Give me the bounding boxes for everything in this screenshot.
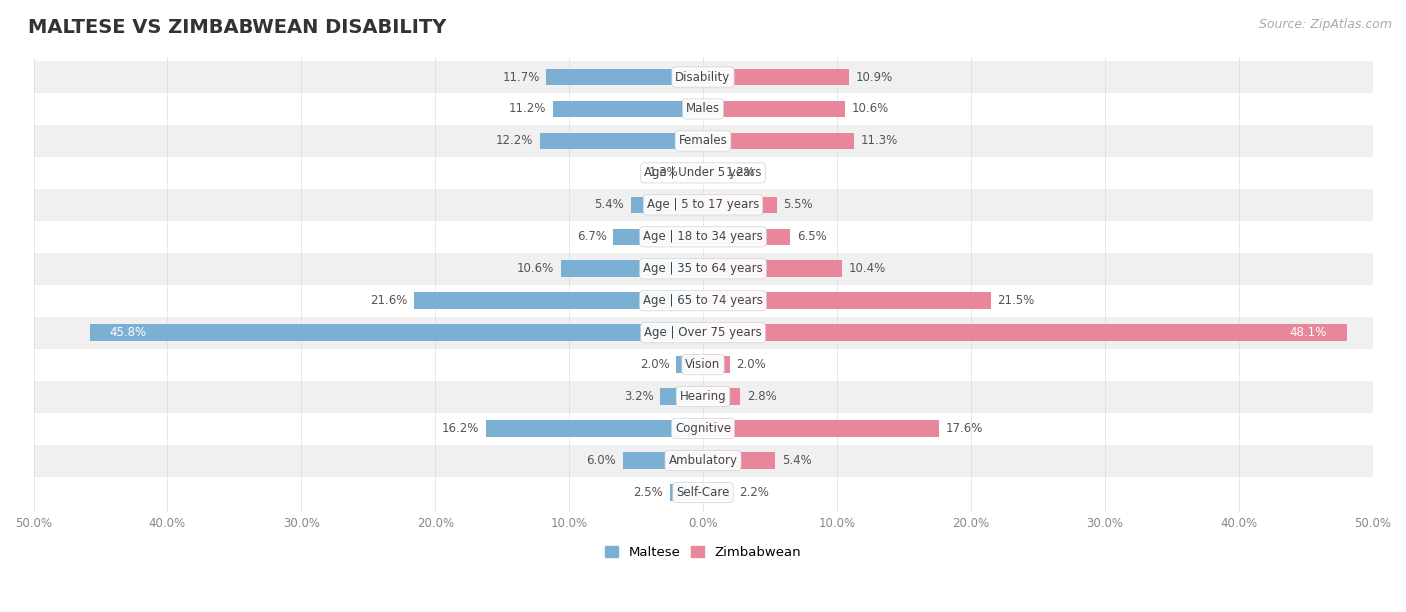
Text: Source: ZipAtlas.com: Source: ZipAtlas.com <box>1258 18 1392 31</box>
Bar <box>703 356 730 373</box>
Bar <box>561 261 703 277</box>
Bar <box>613 228 703 245</box>
Text: 12.2%: 12.2% <box>495 135 533 147</box>
Bar <box>90 324 703 341</box>
Bar <box>34 317 1372 349</box>
Bar <box>703 133 855 149</box>
Text: 21.5%: 21.5% <box>998 294 1035 307</box>
Text: 45.8%: 45.8% <box>110 326 148 339</box>
Text: 16.2%: 16.2% <box>441 422 479 435</box>
Bar <box>676 356 703 373</box>
Text: 2.2%: 2.2% <box>740 486 769 499</box>
Text: 6.0%: 6.0% <box>586 454 616 467</box>
Text: 10.6%: 10.6% <box>517 263 554 275</box>
Text: 11.3%: 11.3% <box>860 135 898 147</box>
Bar <box>413 293 703 309</box>
Bar <box>703 452 775 469</box>
Text: Age | 35 to 64 years: Age | 35 to 64 years <box>643 263 763 275</box>
Text: 6.5%: 6.5% <box>797 230 827 244</box>
Bar <box>34 412 1372 444</box>
Text: 10.9%: 10.9% <box>856 70 893 83</box>
Bar <box>661 389 703 405</box>
Text: Vision: Vision <box>685 358 721 371</box>
Bar <box>34 61 1372 93</box>
Bar <box>34 253 1372 285</box>
Text: Females: Females <box>679 135 727 147</box>
Text: Age | Over 75 years: Age | Over 75 years <box>644 326 762 339</box>
Text: 1.3%: 1.3% <box>650 166 679 179</box>
Bar <box>703 293 991 309</box>
Bar <box>34 157 1372 189</box>
Bar <box>34 285 1372 317</box>
Text: 21.6%: 21.6% <box>370 294 408 307</box>
Text: 1.2%: 1.2% <box>725 166 755 179</box>
Bar <box>34 189 1372 221</box>
Bar <box>623 452 703 469</box>
Bar <box>703 261 842 277</box>
Bar <box>34 93 1372 125</box>
Bar <box>547 69 703 85</box>
Bar <box>703 324 1347 341</box>
Bar <box>34 349 1372 381</box>
Text: 2.0%: 2.0% <box>640 358 669 371</box>
Text: Age | 5 to 17 years: Age | 5 to 17 years <box>647 198 759 211</box>
Text: 2.8%: 2.8% <box>747 390 778 403</box>
Bar <box>631 196 703 213</box>
Bar <box>669 484 703 501</box>
Text: 11.2%: 11.2% <box>509 102 547 116</box>
Text: Males: Males <box>686 102 720 116</box>
Bar <box>703 69 849 85</box>
Text: 5.4%: 5.4% <box>782 454 811 467</box>
Bar <box>703 165 718 181</box>
Text: 2.5%: 2.5% <box>633 486 662 499</box>
Text: 17.6%: 17.6% <box>945 422 983 435</box>
Text: 5.5%: 5.5% <box>783 198 813 211</box>
Text: Self-Care: Self-Care <box>676 486 730 499</box>
Text: Cognitive: Cognitive <box>675 422 731 435</box>
Bar <box>34 381 1372 412</box>
Text: 2.0%: 2.0% <box>737 358 766 371</box>
Bar <box>34 444 1372 477</box>
Bar <box>540 133 703 149</box>
Bar <box>703 484 733 501</box>
Text: Age | Under 5 years: Age | Under 5 years <box>644 166 762 179</box>
Text: 10.6%: 10.6% <box>852 102 889 116</box>
Text: Age | 18 to 34 years: Age | 18 to 34 years <box>643 230 763 244</box>
Text: 3.2%: 3.2% <box>624 390 654 403</box>
Bar <box>34 477 1372 509</box>
Bar <box>553 100 703 118</box>
Text: MALTESE VS ZIMBABWEAN DISABILITY: MALTESE VS ZIMBABWEAN DISABILITY <box>28 18 447 37</box>
Text: Age | 65 to 74 years: Age | 65 to 74 years <box>643 294 763 307</box>
Bar <box>486 420 703 437</box>
Text: Hearing: Hearing <box>679 390 727 403</box>
Legend: Maltese, Zimbabwean: Maltese, Zimbabwean <box>599 540 807 564</box>
Text: 5.4%: 5.4% <box>595 198 624 211</box>
Bar <box>703 100 845 118</box>
Text: 11.7%: 11.7% <box>502 70 540 83</box>
Bar <box>686 165 703 181</box>
Bar <box>34 125 1372 157</box>
Bar <box>703 228 790 245</box>
Text: 48.1%: 48.1% <box>1289 326 1327 339</box>
Bar <box>34 221 1372 253</box>
Text: Disability: Disability <box>675 70 731 83</box>
Bar <box>703 420 939 437</box>
Bar <box>703 389 741 405</box>
Text: 6.7%: 6.7% <box>576 230 606 244</box>
Text: Ambulatory: Ambulatory <box>668 454 738 467</box>
Text: 10.4%: 10.4% <box>849 263 886 275</box>
Bar <box>703 196 776 213</box>
